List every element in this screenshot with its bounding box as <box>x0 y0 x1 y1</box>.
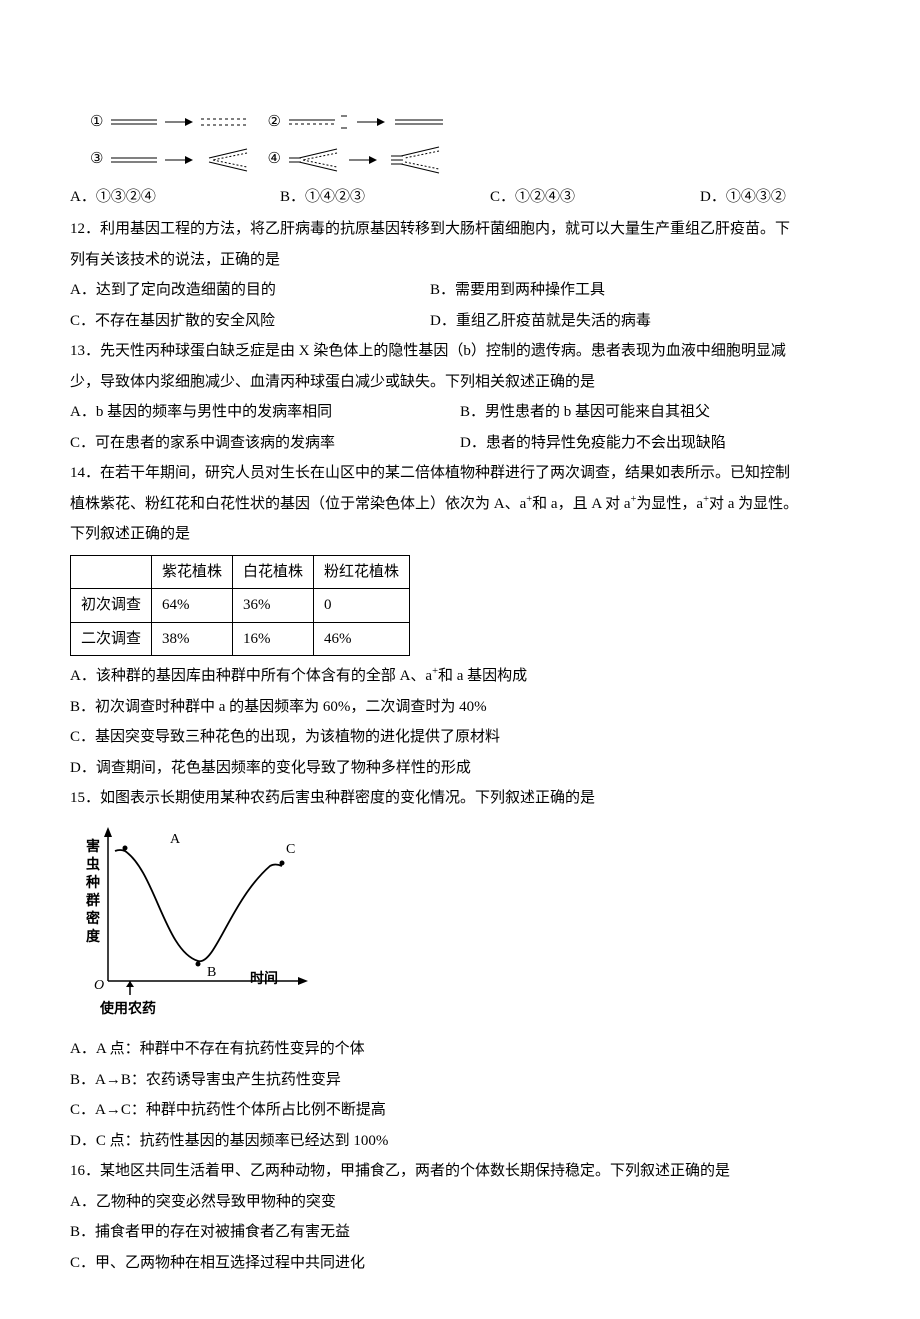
q15-stem: 15．如图表示长期使用某种农药后害虫种群密度的变化情况。下列叙述正确的是 <box>70 784 850 813</box>
svg-text:时间: 时间 <box>250 970 278 987</box>
q12-opt-c: C．不存在基因扩散的安全风险 <box>70 307 430 336</box>
diagram-3-svg <box>109 145 249 175</box>
q14-opt-d: D．调查期间，花色基因频率的变化导致了物种多样性的形成 <box>70 754 850 783</box>
q11-opt-d: D．①④③② <box>700 183 850 212</box>
q13-row-ab: A．b 基因的频率与男性中的发病率相同 B．男性患者的 b 基因可能来自其祖父 <box>70 398 850 427</box>
q15-opt-c: C．A→C：种群中抗药性个体所占比例不断提高 <box>70 1096 850 1125</box>
q13-opt-c: C．可在患者的家系中调查该病的发病率 <box>70 429 460 458</box>
th-3: 粉红花植株 <box>314 555 410 589</box>
q13-stem-1: 13．先天性丙种球蛋白缺乏症是由 X 染色体上的隐性基因（b）控制的遗传病。患者… <box>70 337 850 366</box>
svg-text:O: O <box>94 978 104 993</box>
q15-opt-d: D．C 点：抗药性基因的基因频率已经达到 100% <box>70 1127 850 1156</box>
svg-text:C: C <box>286 842 295 857</box>
q11-options: A．①③②④ B．①④②③ C．①②④③ D．①④③② <box>70 183 850 212</box>
table-row: 二次调查 38% 16% 46% <box>71 622 410 656</box>
q13-row-cd: C．可在患者的家系中调查该病的发病率 D．患者的特异性免疫能力不会出现缺陷 <box>70 429 850 458</box>
diagram-row-2: ③ ④ <box>90 145 850 175</box>
q16-stem: 16．某地区共同生活着甲、乙两种动物，甲捕食乙，两者的个体数长期保持稳定。下列叙… <box>70 1157 850 1186</box>
svg-text:群: 群 <box>85 892 100 909</box>
q11-opt-a: A．①③②④ <box>70 183 280 212</box>
q15-chart: 害虫种群密度 O 时间使用农药 A B C <box>70 821 850 1032</box>
q15-chart-svg: 害虫种群密度 O 时间使用农药 A B C <box>70 821 320 1021</box>
q12-opt-a: A．达到了定向改造细菌的目的 <box>70 276 430 305</box>
svg-text:密: 密 <box>85 910 100 927</box>
q12-opt-b: B．需要用到两种操作工具 <box>430 276 605 305</box>
num-3: ③ <box>90 145 103 174</box>
diagram-1: ① <box>90 108 249 137</box>
num-2: ② <box>267 108 280 137</box>
q12-row-cd: C．不存在基因扩散的安全风险 D．重组乙肝疫苗就是失活的病毒 <box>70 307 850 336</box>
q13-opt-a: A．b 基因的频率与男性中的发病率相同 <box>70 398 460 427</box>
svg-text:虫: 虫 <box>86 856 100 873</box>
table-row: 初次调查 64% 36% 0 <box>71 589 410 623</box>
diagram-4-svg <box>287 145 447 175</box>
q14-stem-2: 植株紫花、粉红花和白花性状的基因（位于常染色体上）依次为 A、a+和 a，且 A… <box>70 490 850 519</box>
q14-table: 紫花植株 白花植株 粉红花植株 初次调查 64% 36% 0 二次调查 38% … <box>70 555 410 657</box>
q14-opt-c: C．基因突变导致三种花色的出现，为该植物的进化提供了原材料 <box>70 723 850 752</box>
q16-opt-b: B．捕食者甲的存在对被捕食者乙有害无益 <box>70 1218 850 1247</box>
q16-opt-c: C．甲、乙两物种在相互选择过程中共同进化 <box>70 1249 850 1278</box>
q12-row-ab: A．达到了定向改造细菌的目的 B．需要用到两种操作工具 <box>70 276 850 305</box>
svg-text:度: 度 <box>86 928 101 945</box>
q15-opt-a: A．A 点：种群中不存在有抗药性变异的个体 <box>70 1035 850 1064</box>
th-0 <box>71 555 152 589</box>
q12-opt-d: D．重组乙肝疫苗就是失活的病毒 <box>430 307 651 336</box>
q12-stem-2: 列有关该技术的说法，正确的是 <box>70 246 850 275</box>
q12-stem-1: 12．利用基因工程的方法，将乙肝病毒的抗原基因转移到大肠杆菌细胞内，就可以大量生… <box>70 215 850 244</box>
q14-stem-1: 14．在若干年期间，研究人员对生长在山区中的某二倍体植物种群进行了两次调查，结果… <box>70 459 850 488</box>
diagram-1-svg <box>109 110 249 134</box>
num-1: ① <box>90 108 103 137</box>
th-2: 白花植株 <box>233 555 314 589</box>
num-4: ④ <box>267 145 280 174</box>
q14-opt-b: B．初次调查时种群中 a 的基因频率为 60%，二次调查时为 40% <box>70 693 850 722</box>
svg-text:B: B <box>207 965 216 980</box>
q14-opt-a: A．该种群的基因库由种群中所有个体含有的全部 A、a+和 a 基因构成 <box>70 662 850 691</box>
q13-stem-2: 少，导致体内浆细胞减少、血清丙种球蛋白减少或缺失。下列相关叙述正确的是 <box>70 368 850 397</box>
q11-opt-c: C．①②④③ <box>490 183 700 212</box>
q11-opt-b: B．①④②③ <box>280 183 490 212</box>
diagram-2-svg <box>287 110 447 134</box>
q13-opt-d: D．患者的特异性免疫能力不会出现缺陷 <box>460 429 726 458</box>
svg-text:A: A <box>170 832 181 847</box>
q16-opt-a: A．乙物种的突变必然导致甲物种的突变 <box>70 1188 850 1217</box>
th-1: 紫花植株 <box>152 555 233 589</box>
q15-opt-b: B．A→B：农药诱导害虫产生抗药性变异 <box>70 1066 850 1095</box>
table-header-row: 紫花植株 白花植株 粉红花植株 <box>71 555 410 589</box>
svg-text:害: 害 <box>86 838 100 855</box>
diagram-4: ④ <box>267 145 446 175</box>
diagram-row-1: ① ② <box>90 108 850 137</box>
svg-text:种: 种 <box>85 874 100 891</box>
q14-stem-3: 下列叙述正确的是 <box>70 520 850 549</box>
q13-opt-b: B．男性患者的 b 基因可能来自其祖父 <box>460 398 710 427</box>
svg-text:使用农药: 使用农药 <box>99 1000 156 1017</box>
diagram-3: ③ <box>90 145 249 175</box>
diagram-2: ② <box>267 108 446 137</box>
